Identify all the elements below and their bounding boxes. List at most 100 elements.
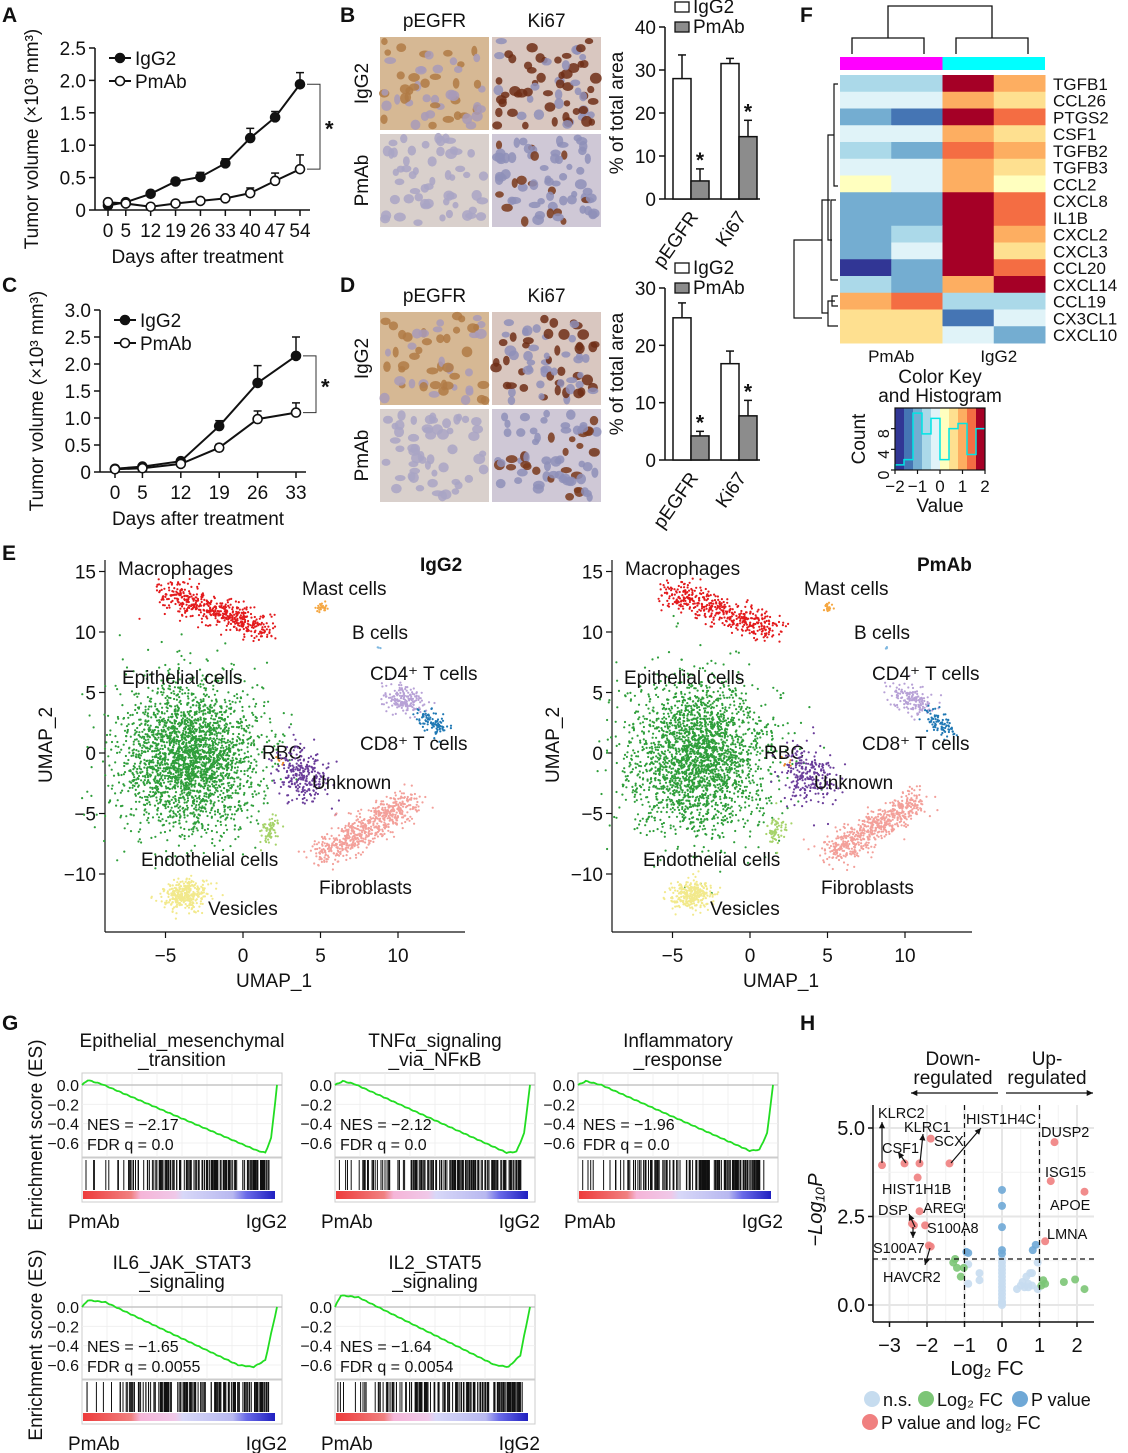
- cell-point: [225, 722, 228, 725]
- cell-nucleus: [381, 89, 389, 96]
- cell-nucleus: [501, 412, 509, 422]
- cell-point: [300, 772, 303, 775]
- cell-point: [282, 781, 286, 784]
- cell-point: [370, 825, 373, 828]
- cell-point: [181, 755, 184, 758]
- cell-point: [215, 712, 218, 715]
- cell-nucleus: [443, 333, 451, 344]
- cell-point: [190, 585, 193, 589]
- cell-point: [140, 779, 143, 782]
- cell-point: [215, 607, 218, 610]
- cell-point: [285, 776, 288, 780]
- cell-point: [297, 746, 300, 749]
- significance-star: *: [696, 411, 705, 434]
- cell-point: [285, 770, 288, 774]
- cell-point: [191, 801, 195, 805]
- cell-point: [175, 738, 178, 742]
- cell-nucleus: [579, 53, 587, 61]
- cell-nucleus: [576, 44, 586, 53]
- cell-point: [154, 702, 157, 706]
- cell-nucleus: [576, 473, 587, 485]
- cell-point: [207, 761, 210, 764]
- cell-point: [192, 830, 195, 833]
- cell-point: [263, 630, 266, 633]
- cell-point: [288, 764, 291, 767]
- cell-point: [176, 650, 179, 653]
- cell-point: [198, 608, 202, 611]
- cell-point: [288, 726, 291, 729]
- cell-point: [156, 583, 159, 586]
- cell-point: [433, 701, 436, 705]
- cell-point: [251, 793, 254, 796]
- cell-nucleus: [535, 53, 545, 63]
- cell-nucleus: [589, 72, 602, 84]
- cell-point: [296, 769, 300, 772]
- cell-point: [258, 617, 261, 620]
- cell-point: [233, 813, 236, 816]
- cell-point: [149, 803, 152, 806]
- cell-point: [182, 733, 185, 736]
- cell-point: [153, 750, 156, 753]
- cell-point: [235, 758, 238, 761]
- cell-point: [236, 617, 239, 620]
- cell-point: [268, 739, 271, 742]
- cell-point: [231, 608, 234, 611]
- cell-point: [166, 695, 169, 698]
- cell-point: [174, 602, 177, 606]
- data-point: [244, 132, 256, 144]
- umap-title: IgG2: [420, 555, 462, 576]
- cell-point: [413, 693, 416, 696]
- cell-point: [145, 742, 148, 745]
- cell-nucleus: [568, 334, 577, 343]
- cell-point: [220, 738, 223, 741]
- panel-label: B: [340, 4, 355, 27]
- cell-nucleus: [549, 317, 559, 328]
- cell-point: [241, 709, 244, 712]
- cell-point: [162, 726, 165, 729]
- cell-point: [177, 601, 180, 604]
- cell-nucleus: [540, 366, 549, 378]
- bar-Ki67-PmAb: [738, 415, 758, 461]
- cell-point: [219, 823, 223, 826]
- cell-point: [213, 844, 216, 847]
- cell-point: [105, 741, 108, 744]
- cell-point: [413, 715, 416, 719]
- cell-point: [227, 784, 230, 787]
- cell-point: [305, 777, 308, 780]
- cell-point: [181, 692, 184, 695]
- data-point: [244, 187, 256, 199]
- cell-point: [178, 819, 181, 822]
- cell-point: [162, 730, 165, 733]
- y-tick-label: 1.0: [60, 136, 86, 157]
- cell-point: [233, 828, 236, 831]
- cell-nucleus: [475, 212, 487, 221]
- heatmap-cell: [891, 259, 943, 277]
- heatmap-cell: [891, 209, 943, 227]
- cell-nucleus: [495, 191, 504, 198]
- cell-point: [274, 831, 277, 834]
- cell-point: [228, 606, 231, 609]
- cell-point: [130, 807, 133, 811]
- cell-point: [244, 719, 247, 722]
- cell-point: [142, 781, 145, 784]
- cell-point: [214, 776, 217, 779]
- legend-label: PmAb: [693, 17, 745, 38]
- cell-point: [232, 744, 235, 747]
- cell-point: [183, 658, 186, 661]
- cell-point: [154, 716, 157, 719]
- cell-point: [160, 793, 163, 796]
- column-group-label: IgG2: [980, 347, 1017, 366]
- heatmap-cell: [993, 225, 1046, 243]
- cell-point: [261, 626, 264, 629]
- umap-IgG2: −5 0 5 10−10−5051015UMAP_1UMAP_2IgG2Macroph…: [36, 555, 478, 992]
- cell-point: [181, 789, 184, 792]
- cell-point: [206, 814, 209, 818]
- cell-nucleus: [476, 105, 486, 113]
- cell-point: [134, 708, 137, 712]
- cell-nucleus: [394, 420, 405, 431]
- y-tick-label: 0: [85, 744, 96, 765]
- cell-nucleus: [409, 83, 420, 91]
- cell-point: [130, 754, 133, 758]
- cluster-label: Macrophages: [118, 559, 233, 580]
- x-tick-label: 54: [289, 221, 311, 242]
